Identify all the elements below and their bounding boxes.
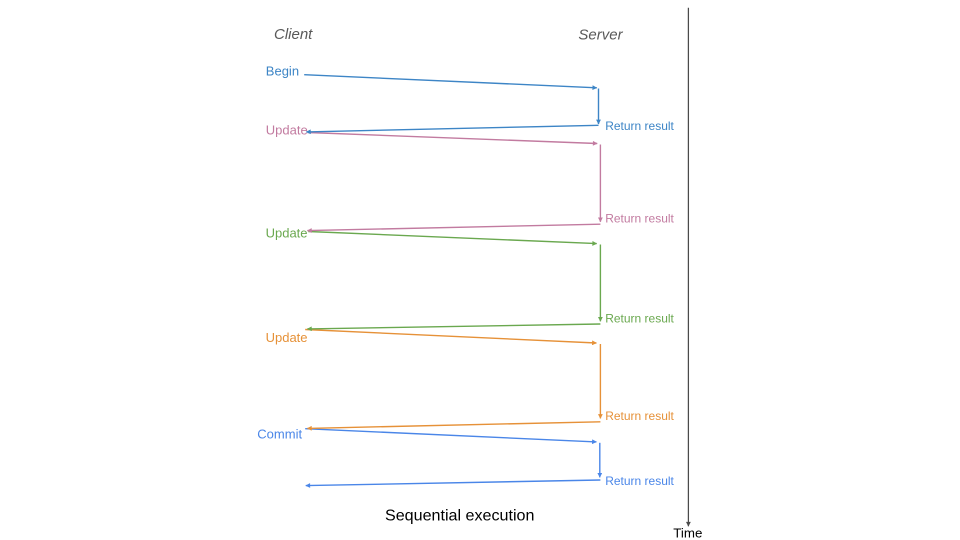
svg-text:Return result: Return result: [605, 312, 674, 326]
svg-text:Return result: Return result: [605, 409, 674, 423]
svg-text:Return result: Return result: [605, 212, 674, 226]
svg-text:Begin: Begin: [266, 63, 299, 78]
svg-text:Commit: Commit: [257, 426, 302, 441]
svg-text:Server: Server: [578, 26, 623, 43]
svg-text:Return result: Return result: [605, 119, 674, 133]
svg-text:Client: Client: [274, 26, 313, 43]
svg-text:Return result: Return result: [605, 474, 674, 488]
svg-text:Update: Update: [266, 123, 308, 138]
svg-text:Update: Update: [266, 330, 308, 345]
svg-text:Time: Time: [673, 526, 702, 540]
svg-text:Update: Update: [266, 225, 308, 240]
svg-text:Sequential execution: Sequential execution: [385, 506, 534, 524]
